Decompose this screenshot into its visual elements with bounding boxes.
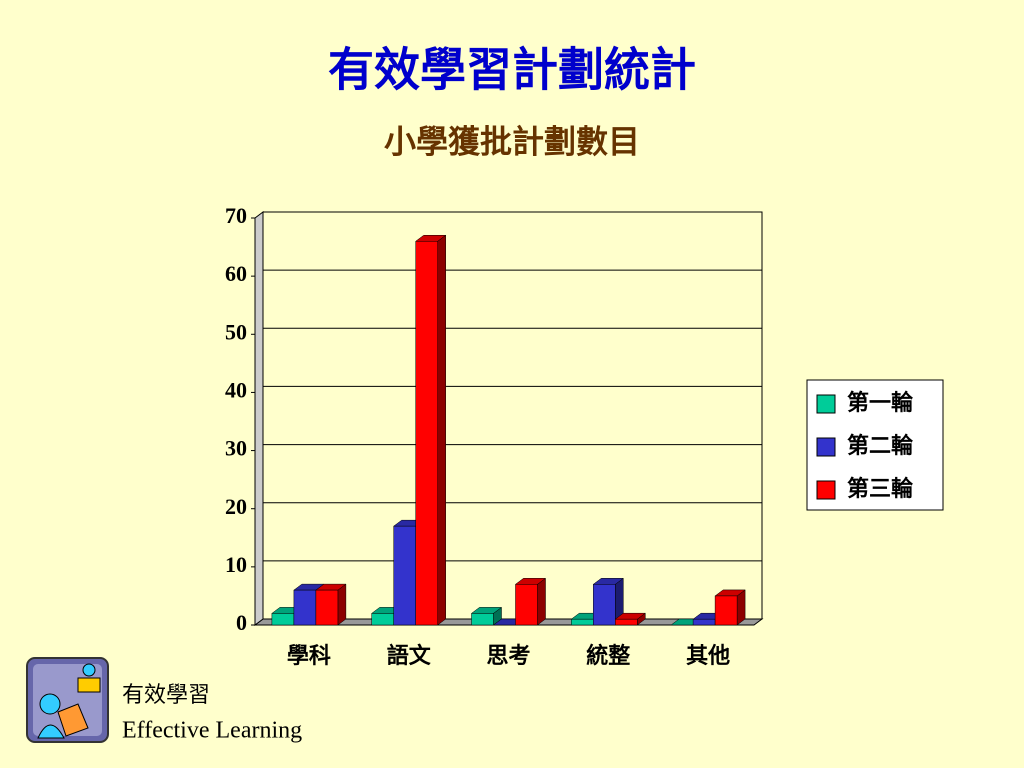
bar <box>393 525 416 626</box>
bar <box>692 618 716 626</box>
bar <box>571 618 594 626</box>
logo <box>26 657 109 743</box>
plot-side <box>254 211 264 626</box>
logo-book <box>57 703 89 737</box>
x-tick-label: 統整 <box>586 643 630 668</box>
bar-side <box>337 583 347 626</box>
logo-head2 <box>82 663 96 677</box>
bar <box>593 584 616 626</box>
logo-head <box>39 693 61 715</box>
legend-label: 第二輪 <box>847 433 914 458</box>
bar <box>515 584 538 626</box>
bar <box>271 613 295 626</box>
y-tick-label: 40 <box>225 377 247 402</box>
y-tick-label: 50 <box>225 319 247 344</box>
bar <box>415 241 438 626</box>
x-tick-label: 其他 <box>686 643 730 668</box>
legend-label: 第三輪 <box>847 476 914 501</box>
y-tick-label: 0 <box>236 610 247 635</box>
bar-side <box>537 577 546 626</box>
footer-label-en: Effective Learning <box>122 718 302 744</box>
chart-title: 有效學習計劃統計 <box>328 45 696 96</box>
bar <box>293 589 317 626</box>
y-tick-label: 60 <box>225 261 247 286</box>
legend-swatch <box>816 437 836 457</box>
bar <box>615 618 638 626</box>
y-tick-label: 70 <box>225 203 247 228</box>
y-tick-label: 30 <box>225 436 247 461</box>
legend-label: 第一輪 <box>847 390 914 415</box>
y-tick-label: 10 <box>225 552 247 577</box>
logo-book2 <box>77 677 101 693</box>
plot-wall <box>262 211 763 620</box>
x-tick-label: 語文 <box>387 643 432 668</box>
chart-subtitle: 小學獲批計劃數目 <box>384 123 640 159</box>
logo-body <box>37 724 65 739</box>
bar <box>315 589 339 626</box>
bar <box>714 595 738 626</box>
footer-label: 有效學習 <box>122 682 210 707</box>
bar <box>471 613 494 626</box>
legend-swatch <box>816 480 836 500</box>
bar-side <box>437 234 446 626</box>
bar <box>371 613 394 626</box>
legend-swatch <box>816 394 836 414</box>
x-tick-label: 學科 <box>287 643 331 668</box>
x-tick-label: 思考 <box>486 643 530 668</box>
y-tick-label: 20 <box>225 494 247 519</box>
